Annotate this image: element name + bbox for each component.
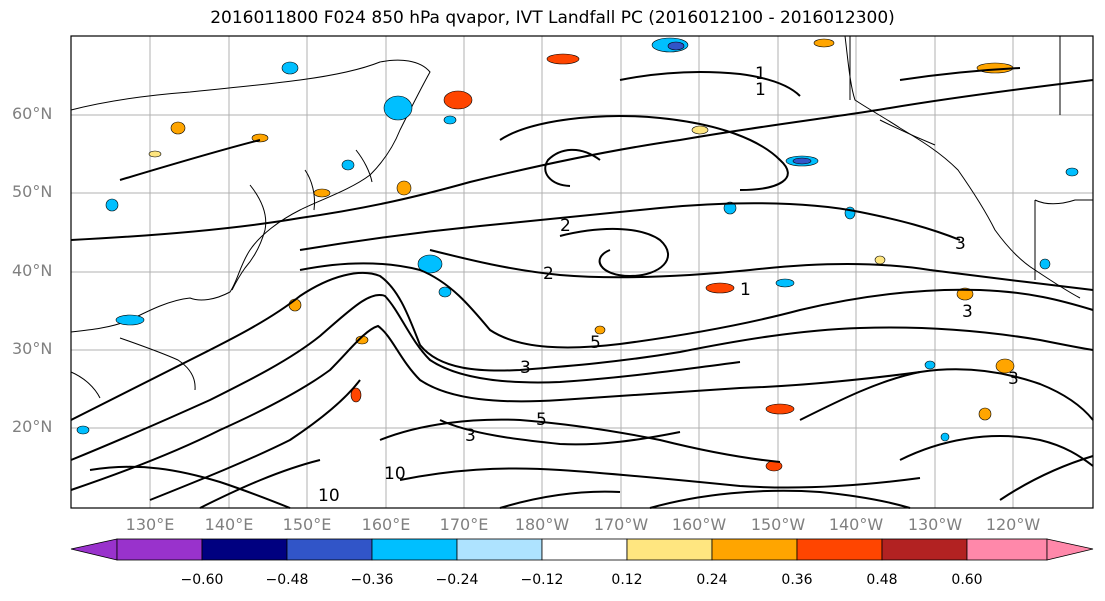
contour-label: 3	[465, 426, 476, 446]
lat-label-20n: 20°N	[12, 417, 53, 436]
contour-label: 3	[955, 234, 966, 254]
colorbar-tick-label: −0.24	[435, 572, 479, 588]
qvapor-anomalies	[76, 37, 1079, 472]
colorbar-tick-label: −0.36	[350, 572, 394, 588]
contour-label: 1	[740, 280, 751, 300]
lon-label-150e: 150°E	[282, 515, 332, 534]
lon-label-140e: 140°E	[204, 515, 254, 534]
colorbar-tick-label: 0.60	[951, 572, 983, 588]
contour-label: 3	[520, 358, 531, 378]
lon-label-180w: 180°W	[514, 515, 570, 534]
lon-label-170e: 170°E	[439, 515, 489, 534]
coastlines	[70, 35, 1093, 399]
colorbar-tick-label: −0.60	[180, 572, 224, 588]
colorbar-tick-label: 0.12	[611, 572, 643, 588]
contour-label: 3	[1008, 369, 1019, 389]
contour-label: 1	[755, 64, 766, 84]
colorbar-tick-label: 0.36	[781, 572, 813, 588]
lon-label-160e: 160°E	[361, 515, 411, 534]
colorbar	[70, 538, 1094, 561]
ivt-contours	[70, 67, 1094, 509]
contour-label: 5	[590, 333, 601, 353]
contour-label: 2	[560, 216, 571, 236]
lat-label-60n: 60°N	[12, 104, 53, 123]
contour-label: 2	[543, 264, 554, 284]
lon-label-140w: 140°W	[828, 515, 884, 534]
colorbar-tick-label: −0.12	[520, 572, 564, 588]
lon-label-160w: 160°W	[671, 515, 727, 534]
lon-label-120w: 120°W	[985, 515, 1041, 534]
contour-label: 1	[755, 80, 766, 100]
colorbar-tick-label: 0.24	[696, 572, 728, 588]
map-border	[70, 35, 1094, 509]
colorbar-extend-low	[70, 538, 118, 561]
contour-label: 10	[384, 464, 406, 484]
map-title: 2016011800 F024 850 hPa qvapor, IVT Land…	[210, 8, 895, 28]
lon-label-130e: 130°E	[125, 515, 175, 534]
contour-label: 10	[318, 486, 340, 506]
lon-label-170w: 170°W	[593, 515, 649, 534]
lon-label-130w: 130°W	[907, 515, 963, 534]
contour-label: 5	[536, 410, 547, 430]
lat-label-40n: 40°N	[12, 261, 53, 280]
lon-label-150w: 150°W	[750, 515, 806, 534]
colorbar-tick-label: 0.48	[866, 572, 898, 588]
colorbar-tick-label: −0.48	[265, 572, 309, 588]
colorbar-extend-high	[1046, 538, 1094, 561]
lat-label-30n: 30°N	[12, 339, 53, 358]
contour-label: 3	[962, 302, 973, 322]
lat-label-50n: 50°N	[12, 182, 53, 201]
